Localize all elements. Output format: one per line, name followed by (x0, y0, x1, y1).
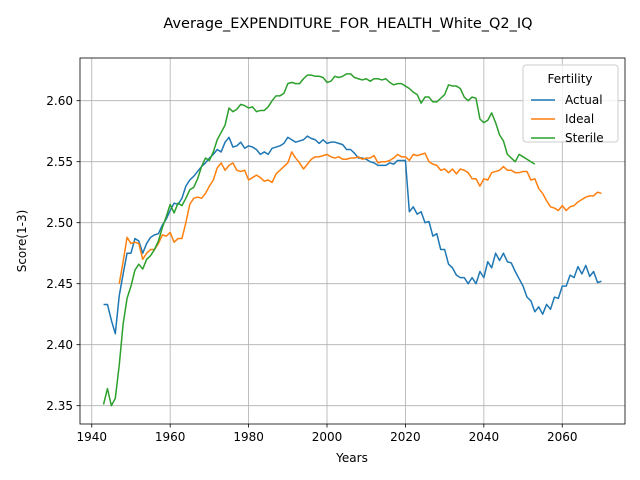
legend-box (522, 64, 619, 143)
series-line-actual (103, 135, 602, 335)
chart-title: Average_EXPENDITURE_FOR_HEALTH_White_Q2_… (163, 16, 532, 32)
x-tick-label: 2000 (312, 430, 343, 444)
y-tick-label: 2.45 (46, 277, 73, 291)
legend-label-sterile: Sterile (565, 131, 604, 145)
x-tick-label: 1960 (155, 430, 186, 444)
x-tick-label: 2060 (547, 430, 578, 444)
y-tick-label: 2.55 (46, 155, 73, 169)
y-tick-label: 2.40 (46, 338, 73, 352)
x-tick-label: 2040 (469, 430, 500, 444)
legend-title: Fertility (547, 72, 592, 86)
series-line-ideal (118, 151, 602, 284)
legend: Fertility Actual Ideal Sterile (522, 64, 619, 145)
grid-lines (80, 58, 625, 424)
y-tick-label: 2.35 (46, 399, 73, 413)
legend-label-actual: Actual (565, 93, 603, 107)
x-axis-ticks: 1940 1960 1980 2000 2020 2040 2060 (76, 424, 578, 444)
series-layer (102, 73, 602, 407)
x-tick-label: 2020 (390, 430, 421, 444)
y-axis-label: Score(1-3) (15, 210, 29, 273)
y-tick-label: 2.60 (46, 94, 73, 108)
x-tick-label: 1940 (76, 430, 107, 444)
legend-items: Actual Ideal Sterile (531, 93, 604, 145)
plot-frame (79, 57, 626, 425)
y-axis-ticks: 2.35 2.40 2.45 2.50 2.55 2.60 (46, 94, 80, 413)
x-tick-label: 1980 (233, 430, 264, 444)
legend-label-ideal: Ideal (565, 112, 594, 126)
series-line-sterile (102, 73, 536, 407)
y-tick-label: 2.50 (46, 216, 73, 230)
x-axis-label: Years (335, 451, 368, 465)
